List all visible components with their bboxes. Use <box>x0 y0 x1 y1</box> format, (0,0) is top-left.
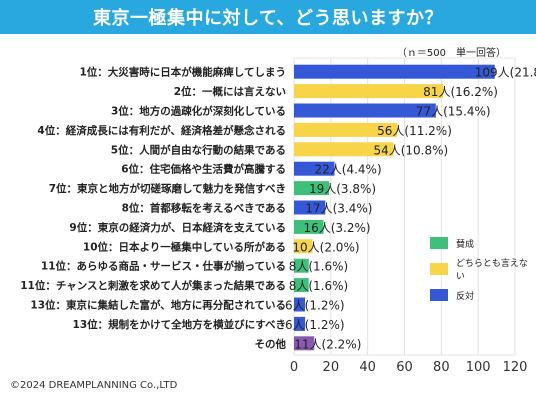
data-label: 6人(1.2%) <box>285 318 345 332</box>
copyright: ©2024 DREAMPLANNING Co.,LTD <box>10 380 178 391</box>
category-label: 7位：東京と地方が切磋琢磨して魅力を発信すべき <box>49 182 286 195</box>
x-tick-label: 100 <box>466 360 491 375</box>
category-label: 9位：東京の経済力が、日本経済を支えている <box>69 221 286 234</box>
x-tick-label: 120 <box>503 360 528 375</box>
category-label: 10位：日本より一極集中している所がある <box>83 240 286 253</box>
bar <box>294 336 315 351</box>
bar <box>294 142 394 157</box>
bar <box>294 200 326 215</box>
data-label: 81人(16.2%) <box>423 85 498 99</box>
data-label: 77人(15.4%) <box>416 105 491 119</box>
bar <box>294 219 324 234</box>
legend-label-neutral: どちらとも言えない <box>455 259 528 282</box>
legend-swatch-neutral <box>430 263 448 275</box>
data-label: 10人(2.0%) <box>292 240 359 254</box>
data-label: 54人(10.8%) <box>373 143 448 157</box>
category-label: 8位：首都移転を考えるべきである <box>122 202 286 215</box>
bar <box>294 278 309 293</box>
legend-swatch-agree <box>430 237 448 249</box>
data-label: 19人(3.8%) <box>309 182 376 196</box>
x-tick-label: 0 <box>290 360 298 375</box>
category-label: 11位：あらゆる商品・サービス・仕事が揃っている <box>41 260 286 273</box>
legend-swatch-oppose <box>430 289 448 301</box>
data-label: 11人(2.2%) <box>294 337 361 351</box>
data-label: 56人(11.2%) <box>377 124 452 138</box>
legend-label-agree: 賛成 <box>456 239 475 250</box>
data-label: 16人(3.2%) <box>303 221 370 235</box>
sample-note: （ｎ＝500 単一回答） <box>396 48 506 59</box>
bar <box>294 316 306 331</box>
x-tick-label: 60 <box>396 360 413 375</box>
x-tick-label: 80 <box>433 360 450 375</box>
category-label: 4位：経済成長には有利だが、経済格差が懸念される <box>37 124 286 137</box>
data-label: 22人(4.4%) <box>315 163 382 177</box>
bar <box>294 258 309 273</box>
category-label: 11位：チャンスと刺激を求めて人が集まった結果である <box>20 279 286 292</box>
bar <box>294 84 444 99</box>
category-label: その他 <box>255 337 287 350</box>
legend-item-oppose: 反対 <box>430 286 536 304</box>
data-label: 8人(1.6%) <box>289 260 349 274</box>
data-label: 17人(3.4%) <box>305 202 372 216</box>
chart-title: 東京一極集中に対して、どう思いますか？ <box>92 8 444 29</box>
bar <box>294 103 436 118</box>
data-label: 8人(1.6%) <box>289 279 349 293</box>
bar <box>294 122 398 137</box>
category-label: 5位：人間が自由な行動の結果である <box>111 143 286 156</box>
bar <box>294 161 335 176</box>
category-label: 13位：規制をかけて全地方を横並びにすべき <box>73 318 286 331</box>
bar <box>294 64 495 79</box>
legend-item-neutral: どちらとも言えない <box>430 259 536 282</box>
category-label: 6位：住宅価格や生活費が高騰する <box>121 163 286 176</box>
legend: 賛成 どちらとも言えない 反対 <box>430 234 536 312</box>
category-label: 2位：一概には言えない <box>174 85 286 98</box>
bar <box>294 297 306 312</box>
legend-item-agree: 賛成 <box>430 234 536 252</box>
data-label: 6人(1.2%) <box>285 299 345 313</box>
category-label: 13位：東京に集結した富が、地方に再分配されている <box>30 299 286 312</box>
bar <box>294 181 329 196</box>
category-label: 1位：大災害時に日本が機能麻痺してしまう <box>80 66 287 79</box>
data-label: 109人(21.8%) <box>475 66 536 80</box>
bar <box>294 239 313 254</box>
category-label: 3位：地方の過疎化が深刻化している <box>111 105 286 118</box>
x-tick-label: 20 <box>323 360 340 375</box>
x-tick-label: 40 <box>359 360 376 375</box>
legend-label-oppose: 反対 <box>456 291 475 302</box>
title-banner: 東京一極集中に対して、どう思いますか？ <box>0 0 536 34</box>
